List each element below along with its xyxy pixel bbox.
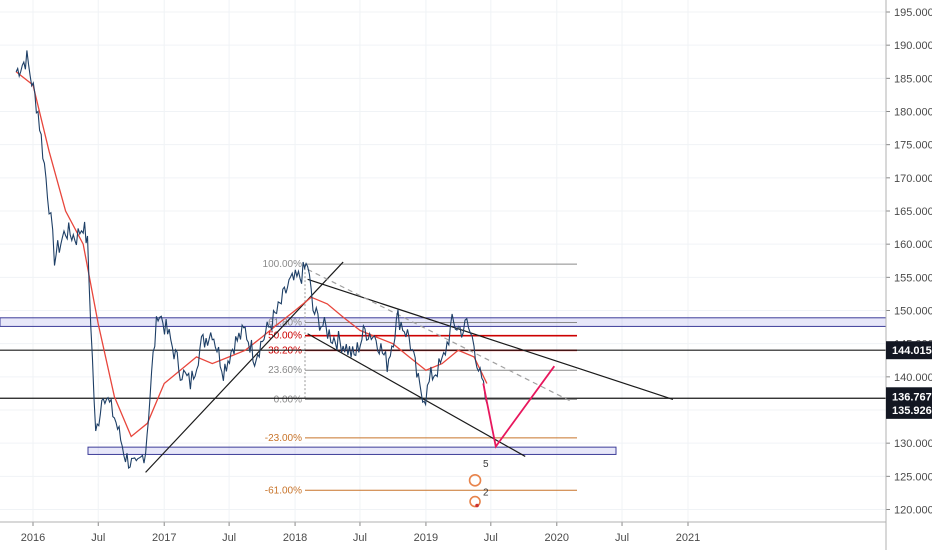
projection-path[interactable]	[482, 365, 556, 449]
price-tag-label: 136.767	[892, 391, 932, 403]
moving-average-line	[15, 71, 488, 438]
y-tick-label: 190.000	[894, 40, 932, 52]
y-tick-label: 195.000	[894, 7, 932, 19]
y-tick-label: 175.000	[894, 140, 932, 152]
channel-bottom-line[interactable]	[307, 333, 526, 457]
support-zone[interactable]	[87, 446, 617, 455]
x-tick-label: Jul	[615, 532, 629, 544]
x-tick-label: 2021	[676, 532, 700, 544]
y-tick-label: 130.000	[894, 438, 932, 450]
fib-level-label: 61.80%	[268, 317, 302, 328]
fib-level-label: 50.00%	[268, 331, 302, 342]
moving-average	[15, 71, 488, 438]
y-tick-label: 185.000	[894, 73, 932, 85]
fib-level-label: -61.00%	[265, 485, 302, 496]
x-tick-label: 2020	[545, 532, 569, 544]
y-tick-label: 155.000	[894, 272, 932, 284]
wave-markers: 52	[468, 459, 489, 508]
wave-label: 2	[483, 488, 489, 499]
price-tag-label: 144.015	[892, 345, 932, 357]
x-tick-label: 2017	[152, 532, 176, 544]
y-tick-label: 160.000	[894, 239, 932, 251]
x-tick-label: Jul	[484, 532, 498, 544]
zone-rectangles[interactable]	[0, 317, 887, 455]
fibonacci-retracement[interactable]: 100.00%61.80%50.00%38.20%23.60%0.00%-23.…	[263, 259, 577, 496]
fib-level-label: -23.00%	[265, 433, 302, 444]
fib-level-label: 0.00%	[274, 394, 302, 405]
dashed-trend-line[interactable]	[307, 268, 572, 402]
x-tick-label: 2018	[283, 532, 307, 544]
x-tick-label: Jul	[91, 532, 105, 544]
y-tick-label: 170.000	[894, 173, 932, 185]
x-tick-label: 2019	[414, 532, 438, 544]
grid	[0, 0, 886, 522]
wave-marker-circle	[469, 495, 481, 508]
trend-lines[interactable]	[0, 261, 886, 473]
y-tick-label: 150.000	[894, 306, 932, 318]
x-tick-label: Jul	[222, 532, 236, 544]
price-tag-bg	[886, 387, 932, 406]
price-tags: 144.015 136.767 135.926	[886, 341, 932, 419]
price-tag-bg	[886, 400, 932, 419]
price-tag-label: 135.926	[892, 405, 932, 417]
projection-line[interactable]	[486, 365, 556, 449]
projection-lead-in[interactable]	[482, 383, 488, 403]
fib-level-label: 100.00%	[263, 259, 303, 270]
uptrend-line[interactable]	[145, 261, 344, 473]
wave-marker-dot	[475, 503, 479, 508]
wave-label: 5	[483, 459, 489, 470]
y-tick-label: 165.000	[894, 206, 932, 218]
y-tick-label: 125.000	[894, 471, 932, 483]
x-tick-label: 2016	[21, 532, 45, 544]
y-tick-label: 140.000	[894, 372, 932, 384]
wave-marker-circle	[468, 474, 482, 487]
y-tick-label: 180.000	[894, 107, 932, 119]
fib-level-label: 23.60%	[268, 365, 302, 376]
price-series	[15, 50, 488, 469]
price-line	[15, 50, 488, 469]
price-tag-bg	[886, 341, 932, 360]
x-tick-label: Jul	[353, 532, 367, 544]
y-tick-label: 120.000	[894, 505, 932, 517]
